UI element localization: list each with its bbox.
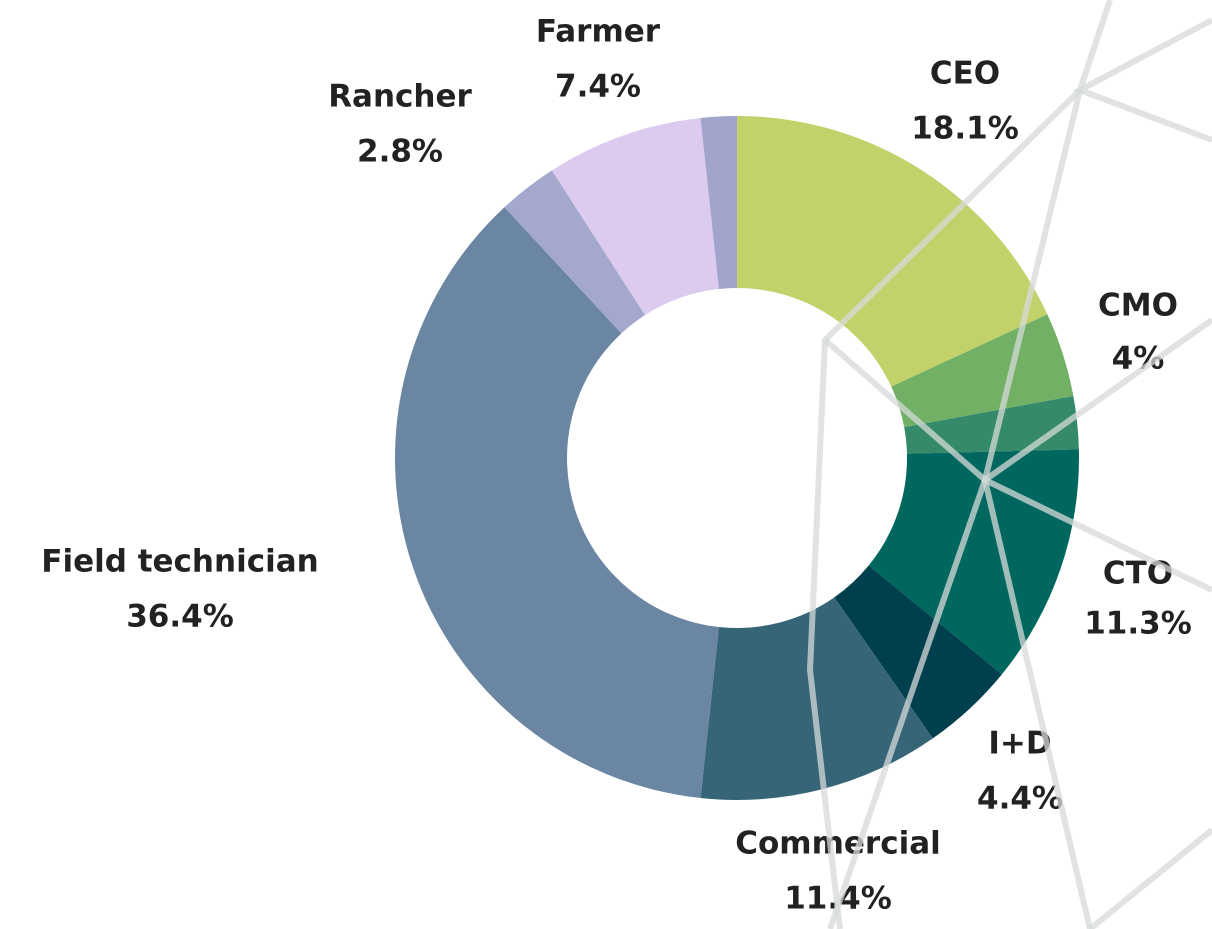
slice [904,396,1079,454]
decoration [806,0,1212,929]
slice [700,597,933,800]
category-label: CEO [930,56,1000,92]
value-label: 36.4% [126,599,234,635]
value-label: 7.4% [555,69,641,105]
deco-line [827,479,988,929]
category-label: CTO [1103,556,1173,592]
slice [834,565,1002,739]
value-label: 18.1% [911,111,1019,147]
value-label: 2.8% [357,134,443,170]
slice [700,116,737,289]
slice [891,314,1074,428]
slice [868,449,1079,675]
slice [737,116,1048,387]
slice [394,207,719,799]
category-label: CMO [1098,288,1178,324]
donut [394,116,1079,800]
value-label: 4.4% [977,781,1063,817]
category-label: Field technician [41,544,318,580]
category-label: Rancher [328,79,472,115]
slice [504,170,646,334]
category-label: Farmer [536,14,661,50]
deco-line [983,317,1212,483]
deco-line [1088,827,1212,929]
category-label: Commercial [735,826,941,862]
labels: CEO18.1%CMO4%CTO11.3%I+D4.4%Commercial11… [41,14,1191,917]
slice [551,117,719,316]
value-label: 11.3% [1084,606,1192,642]
